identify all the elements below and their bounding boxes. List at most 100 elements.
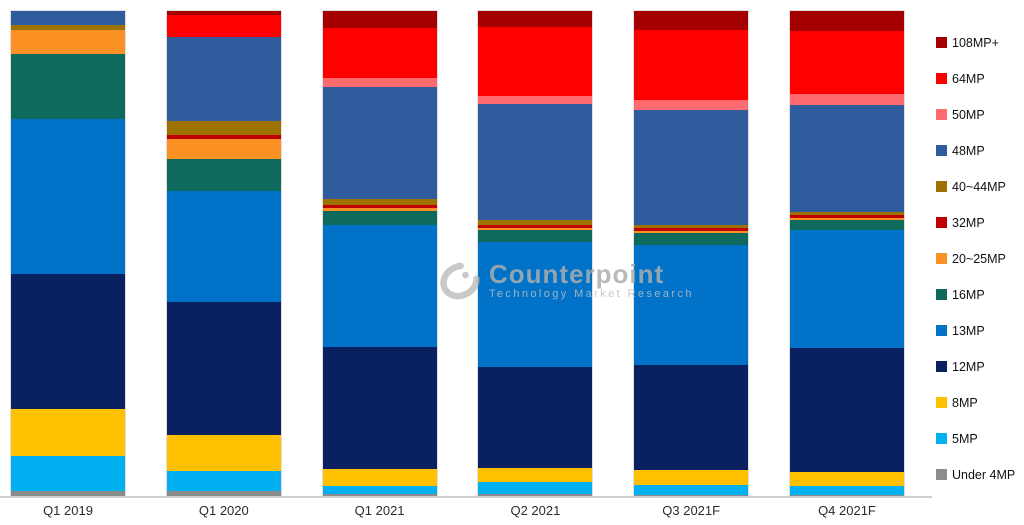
segment-8mp-q1-2020	[166, 435, 281, 472]
legend-swatch-under-4mp	[936, 469, 947, 480]
segment-13mp-q1-2021	[322, 224, 437, 348]
segment-5mp-q2-2021	[478, 481, 593, 494]
segment-50mp-q4-2021f	[789, 94, 904, 105]
bar-q1-2019	[10, 10, 126, 497]
legend-swatch-12mp	[936, 361, 947, 372]
segment-12mp-q1-2019	[11, 274, 125, 410]
x-axis-label-q2-2021: Q2 2021	[510, 503, 561, 518]
legend-swatch-40-44mp	[936, 181, 947, 192]
segment-108mp-q4-2021f	[789, 11, 904, 31]
segment-5mp-q3-2021f	[634, 484, 749, 495]
segment-50mp-q3-2021f	[634, 99, 749, 110]
segment-8mp-q2-2021	[478, 467, 593, 482]
legend-item-40-44mp: 40~44MP	[936, 179, 1015, 194]
segment-64mp-q3-2021f	[634, 29, 749, 100]
legend-label-13mp: 13MP	[952, 323, 985, 338]
legend-label-50mp: 50MP	[952, 107, 985, 122]
segment-under-4mp-q1-2020	[166, 491, 281, 496]
legend-label-5mp: 5MP	[952, 431, 978, 446]
legend: 108MP+ 64MP 50MP 48MP 40~44MP 32MP 20~25MP 16MP…	[936, 35, 1016, 482]
segment-108mp-q2-2021	[478, 11, 593, 27]
x-axis-line	[0, 496, 932, 498]
segment-32mp-q1-2021	[322, 204, 437, 208]
segment-12mp-q3-2021f	[634, 364, 749, 470]
segment-32mp-q4-2021f	[789, 214, 904, 218]
segment-16mp-q4-2021f	[789, 219, 904, 230]
segment-13mp-q1-2020	[166, 191, 281, 303]
segment-8mp-q3-2021f	[634, 469, 749, 485]
legend-swatch-8mp	[936, 397, 947, 408]
segment-12mp-q1-2021	[322, 347, 437, 470]
bars-container	[0, 10, 932, 497]
segment-40-44mp-q1-2021	[322, 199, 437, 205]
segment-64mp-q2-2021	[478, 27, 593, 97]
legend-item-under-4mp: Under 4MP	[936, 467, 1016, 482]
segment-20-25mp-q1-2020	[166, 138, 281, 160]
legend-label-108mp: 108MP+	[952, 35, 999, 50]
segment-64mp-q4-2021f	[789, 30, 904, 95]
legend-swatch-16mp	[936, 289, 947, 300]
legend-label-32mp: 32MP	[952, 215, 985, 230]
segment-13mp-q1-2019	[11, 119, 125, 275]
segment-108mp-q1-2020	[166, 11, 281, 15]
legend-swatch-5mp	[936, 433, 947, 444]
legend-swatch-64mp	[936, 73, 947, 84]
segment-108mp-q1-2021	[322, 11, 437, 28]
legend-item-108mp: 108MP+	[936, 35, 1015, 50]
legend-swatch-20-25mp	[936, 253, 947, 264]
bar-q3-2021f	[633, 10, 750, 497]
legend-item-5mp: 5MP	[936, 431, 1015, 446]
legend-swatch-48mp	[936, 145, 947, 156]
segment-32mp-q3-2021f	[634, 227, 749, 231]
segment-16mp-q1-2021	[322, 210, 437, 225]
segment-5mp-q1-2019	[11, 456, 125, 492]
legend-swatch-13mp	[936, 325, 947, 336]
segment-20-25mp-q2-2021	[478, 227, 593, 230]
segment-64mp-q1-2021	[322, 27, 437, 79]
legend-label-under-4mp: Under 4MP	[952, 467, 1016, 482]
segment-16mp-q2-2021	[478, 229, 593, 242]
segment-12mp-q1-2020	[166, 302, 281, 436]
bar-q4-2021f	[788, 10, 905, 497]
legend-swatch-108mp	[936, 37, 947, 48]
segment-20-25mp-q1-2019	[11, 29, 125, 55]
x-axis-label-q1-2020: Q1 2020	[198, 503, 249, 518]
segment-48mp-q3-2021f	[634, 109, 749, 225]
segment-under-4mp-q1-2019	[11, 491, 125, 496]
segment-8mp-q4-2021f	[789, 471, 904, 486]
segment-16mp-q3-2021f	[634, 232, 749, 245]
x-axis-labels: Q1 2019 Q1 2020 Q1 2021 Q2 2021 Q3 2021F Q4 2…	[0, 503, 932, 518]
segment-40-44mp-q1-2019	[11, 25, 125, 30]
segment-48mp-q4-2021f	[789, 104, 904, 212]
segment-under-4mp-q4-2021f	[789, 494, 904, 496]
legend-label-20-25mp: 20~25MP	[952, 251, 1006, 266]
segment-20-25mp-q4-2021f	[789, 217, 904, 220]
segment-108mp-q3-2021f	[634, 11, 749, 30]
x-axis-label-q1-2021: Q1 2021	[354, 503, 405, 518]
segment-13mp-q2-2021	[478, 241, 593, 367]
segment-40-44mp-q1-2020	[166, 120, 281, 135]
legend-label-16mp: 16MP	[952, 287, 985, 302]
segment-8mp-q1-2019	[11, 409, 125, 457]
segment-48mp-q1-2020	[166, 36, 281, 121]
segment-12mp-q4-2021f	[789, 348, 904, 472]
legend-item-8mp: 8MP	[936, 395, 1015, 410]
legend-item-16mp: 16MP	[936, 287, 1015, 302]
segment-32mp-q2-2021	[478, 224, 593, 228]
segment-48mp-q2-2021	[478, 104, 593, 220]
segment-8mp-q1-2021	[322, 469, 437, 487]
segment-48mp-q1-2021	[322, 87, 437, 200]
legend-label-12mp: 12MP	[952, 359, 985, 374]
legend-item-50mp: 50MP	[936, 107, 1015, 122]
x-axis-label-q3-2021f: Q3 2021F	[662, 503, 721, 518]
segment-16mp-q1-2020	[166, 159, 281, 192]
legend-label-64mp: 64MP	[952, 71, 985, 86]
plot-area: Q1 2019 Q1 2020 Q1 2021 Q2 2021 Q3 2021F Q4 2…	[0, 10, 932, 518]
segment-64mp-q1-2020	[166, 14, 281, 37]
legend-label-40-44mp: 40~44MP	[952, 179, 1006, 194]
segment-13mp-q4-2021f	[789, 229, 904, 349]
legend-item-12mp: 12MP	[936, 359, 1015, 374]
legend-label-8mp: 8MP	[952, 395, 978, 410]
segment-48mp-q1-2019	[11, 11, 125, 26]
